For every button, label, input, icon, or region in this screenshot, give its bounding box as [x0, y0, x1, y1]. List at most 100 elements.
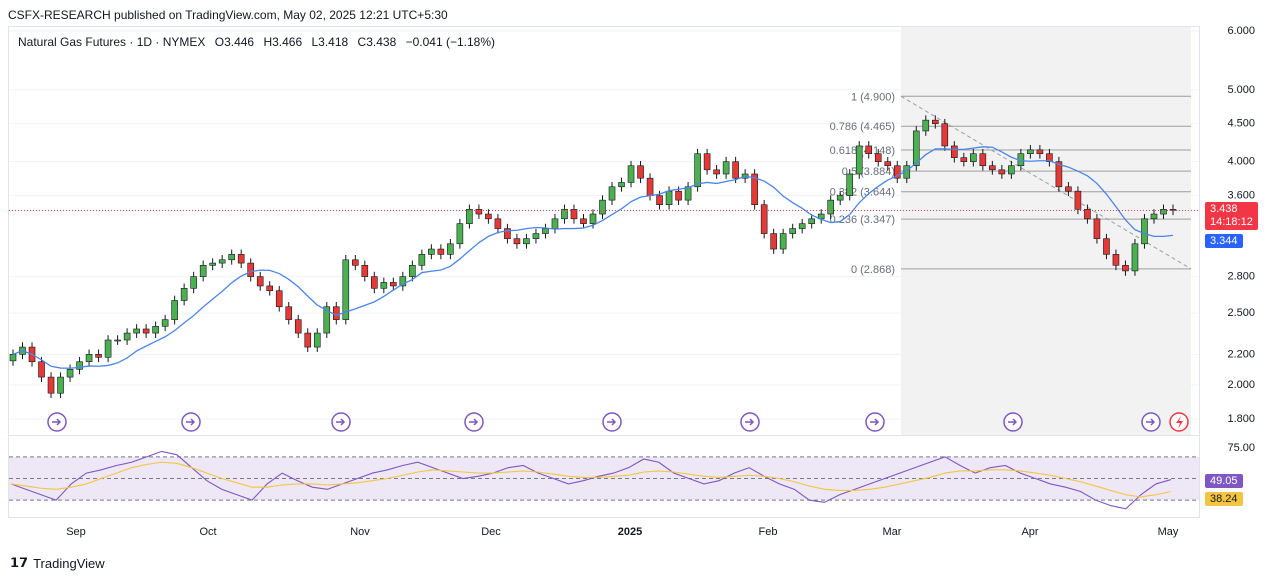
- candle-body: [57, 376, 64, 394]
- candle-body: [1008, 165, 1015, 175]
- candle-body: [770, 233, 777, 250]
- price-tick-label: 2.800: [1227, 271, 1255, 283]
- arrow-icon: [186, 418, 196, 426]
- candle-body: [513, 238, 521, 245]
- candle-body: [798, 223, 806, 229]
- rsi-value-tag: 49.05: [1205, 474, 1243, 488]
- candle-body: [9, 354, 17, 362]
- candle-body: [922, 119, 930, 132]
- candle-body: [608, 186, 616, 201]
- candle-body: [1065, 186, 1072, 192]
- candle-body: [85, 354, 93, 363]
- candle-body: [142, 328, 150, 334]
- candle-body: [912, 130, 920, 167]
- candle-body: [931, 119, 939, 125]
- countdown: 14:18:12: [1210, 216, 1253, 228]
- candle-body: [247, 262, 255, 277]
- time-tick-label: Oct: [199, 526, 216, 538]
- rsi-svg: [9, 450, 1199, 510]
- candle-body: [703, 153, 711, 171]
- arrow-icon: [336, 418, 346, 426]
- candle-body: [390, 282, 397, 287]
- candle-body: [1141, 218, 1148, 245]
- time-tick-label: May: [1158, 526, 1179, 538]
- candle-body: [1122, 265, 1129, 272]
- candle-body: [713, 169, 720, 175]
- tradingview-brand[interactable]: 𝟭𝟳 TradingView: [10, 555, 105, 571]
- price-tick-label: 4.500: [1227, 118, 1255, 130]
- candle-body: [1131, 243, 1139, 272]
- candle-body: [152, 325, 159, 334]
- candle-body: [941, 123, 949, 147]
- time-axis[interactable]: Sep Oct Nov Dec 2025 Feb Mar Apr May: [8, 517, 1198, 545]
- candle-body: [494, 218, 502, 229]
- candle-body: [751, 173, 758, 206]
- price-axis[interactable]: 6.000 5.000 4.500 4.000 3.600 2.800 2.500 2.200…: [1199, 25, 1273, 516]
- rsi-line: [10, 450, 1172, 510]
- candle-body: [865, 145, 873, 155]
- price-tick-label: 3.600: [1227, 190, 1255, 202]
- rsi-ma-line: [10, 461, 1172, 498]
- candle-body: [361, 265, 369, 277]
- time-axis-svg: Sep Oct Nov Dec 2025 Feb Mar Apr May: [66, 526, 1179, 538]
- candle-body: [551, 218, 559, 229]
- candle-body: [684, 186, 692, 201]
- candle-body: [409, 265, 416, 277]
- candle-body: [313, 332, 321, 348]
- candle-body: [1150, 213, 1158, 220]
- moving-average-line: [12, 146, 1174, 369]
- candle-body: [456, 223, 464, 245]
- legend-low: L3.418: [311, 35, 349, 49]
- candle-body: [970, 153, 977, 162]
- candle-body: [123, 332, 131, 341]
- candle-body: [951, 145, 958, 158]
- candle-body: [380, 282, 388, 289]
- candle-body: [989, 165, 996, 171]
- candle-body: [1084, 209, 1091, 220]
- legend-close: C3.438: [357, 35, 397, 49]
- candle-body: [808, 218, 815, 224]
- candle-body: [570, 209, 578, 220]
- candle-body: [722, 161, 730, 175]
- candle-body: [466, 209, 473, 224]
- candle-body: [836, 195, 844, 201]
- candle-body: [979, 153, 987, 167]
- candle-body: [504, 228, 511, 239]
- legend-symbol: Natural Gas Futures · 1D · NYMEX: [18, 35, 206, 49]
- candle-body: [171, 300, 178, 320]
- candle-body: [1103, 238, 1110, 255]
- candle-body: [332, 306, 340, 320]
- candle-body: [371, 276, 378, 289]
- candle-body: [1160, 209, 1167, 215]
- candle-body: [1027, 149, 1034, 155]
- price-chart-panel[interactable]: 1 (4.900) 0.786 (4.465) 0.618 (4.148) 0.5 (…: [8, 26, 1200, 436]
- time-tick-label: Mar: [883, 526, 902, 538]
- candle-body: [209, 262, 216, 266]
- candle-body: [485, 213, 492, 220]
- candle-body: [256, 276, 264, 287]
- fib-level-label: 0 (2.868): [851, 264, 895, 276]
- candle-body: [1036, 149, 1044, 155]
- legend-open: O3.446: [214, 35, 255, 49]
- candle-body: [342, 259, 350, 320]
- candle-body: [437, 248, 445, 255]
- candle-body: [199, 265, 207, 277]
- candle-body: [789, 228, 796, 234]
- candle-body: [228, 254, 235, 261]
- candle-body: [884, 161, 892, 167]
- candle-body: [447, 243, 454, 255]
- candle-body: [589, 213, 597, 224]
- candle-body: [475, 209, 483, 215]
- arrow-icon: [870, 418, 880, 426]
- rsi-tick-label: 75.00: [1227, 442, 1255, 454]
- candle-body: [542, 228, 549, 234]
- rsi-panel[interactable]: [8, 435, 1200, 518]
- candle-body: [399, 276, 407, 287]
- lightning-icon: [1176, 416, 1183, 429]
- candle-body: [133, 328, 140, 334]
- price-tick-label: 2.000: [1227, 379, 1255, 391]
- candle-body: [561, 209, 568, 220]
- candle-body: [646, 177, 654, 196]
- arrow-icon: [52, 418, 62, 426]
- ma-price-tag: 3.344: [1205, 234, 1243, 248]
